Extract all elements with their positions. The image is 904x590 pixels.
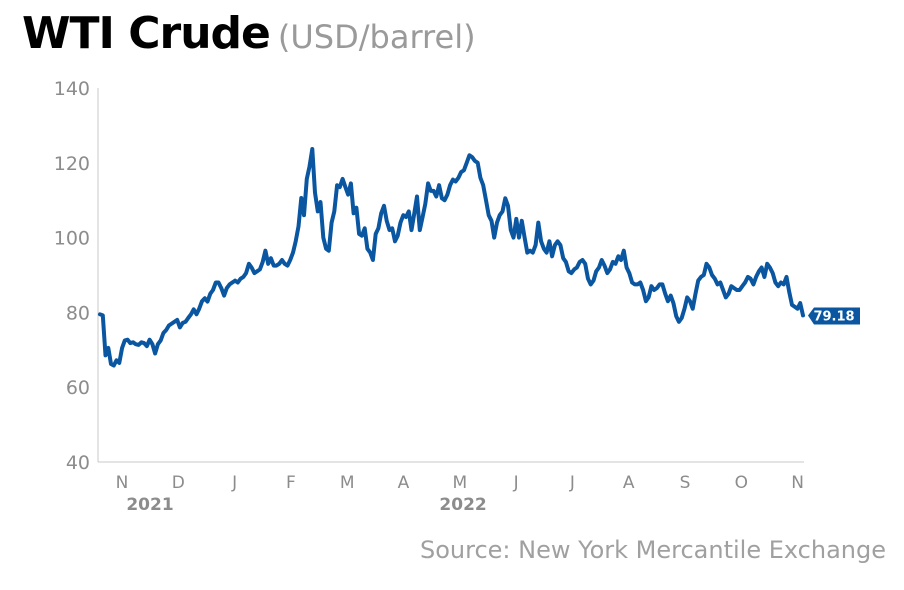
y-tick-label: 40 [66,452,90,474]
y-tick-label: 60 [66,377,90,399]
x-tick-label: J [569,473,575,493]
y-tick-label: 100 [54,228,90,250]
x-tick-label: J [513,473,519,493]
source-note: Source: New York Mercantile Exchange [419,536,886,564]
x-tick-label: F [286,473,296,493]
y-tick-label: 140 [54,78,90,100]
x-tick-label: A [623,473,635,493]
x-tick-label: M [340,473,355,493]
year-label: 2022 [439,495,486,515]
last-value-label: 79.18 [813,309,854,324]
x-tick-label: N [791,473,804,493]
x-tick-label: O [735,473,748,493]
year-label: 2021 [126,495,173,515]
y-tick-label: 80 [66,302,90,324]
chart-subtitle: (USD/barrel) [277,18,476,56]
chart-title: WTI Crude [22,8,271,59]
x-tick-label: M [452,473,467,493]
x-tick-label: S [680,473,691,493]
x-tick-label: A [398,473,410,493]
y-tick-label: 120 [54,153,90,175]
last-value-callout [808,307,860,325]
x-tick-label: D [172,473,185,493]
x-tick-label: J [231,473,237,493]
x-tick-label: N [116,473,129,493]
series-line [98,147,805,368]
chart-title-row: WTI Crude (USD/barrel) [22,8,476,59]
